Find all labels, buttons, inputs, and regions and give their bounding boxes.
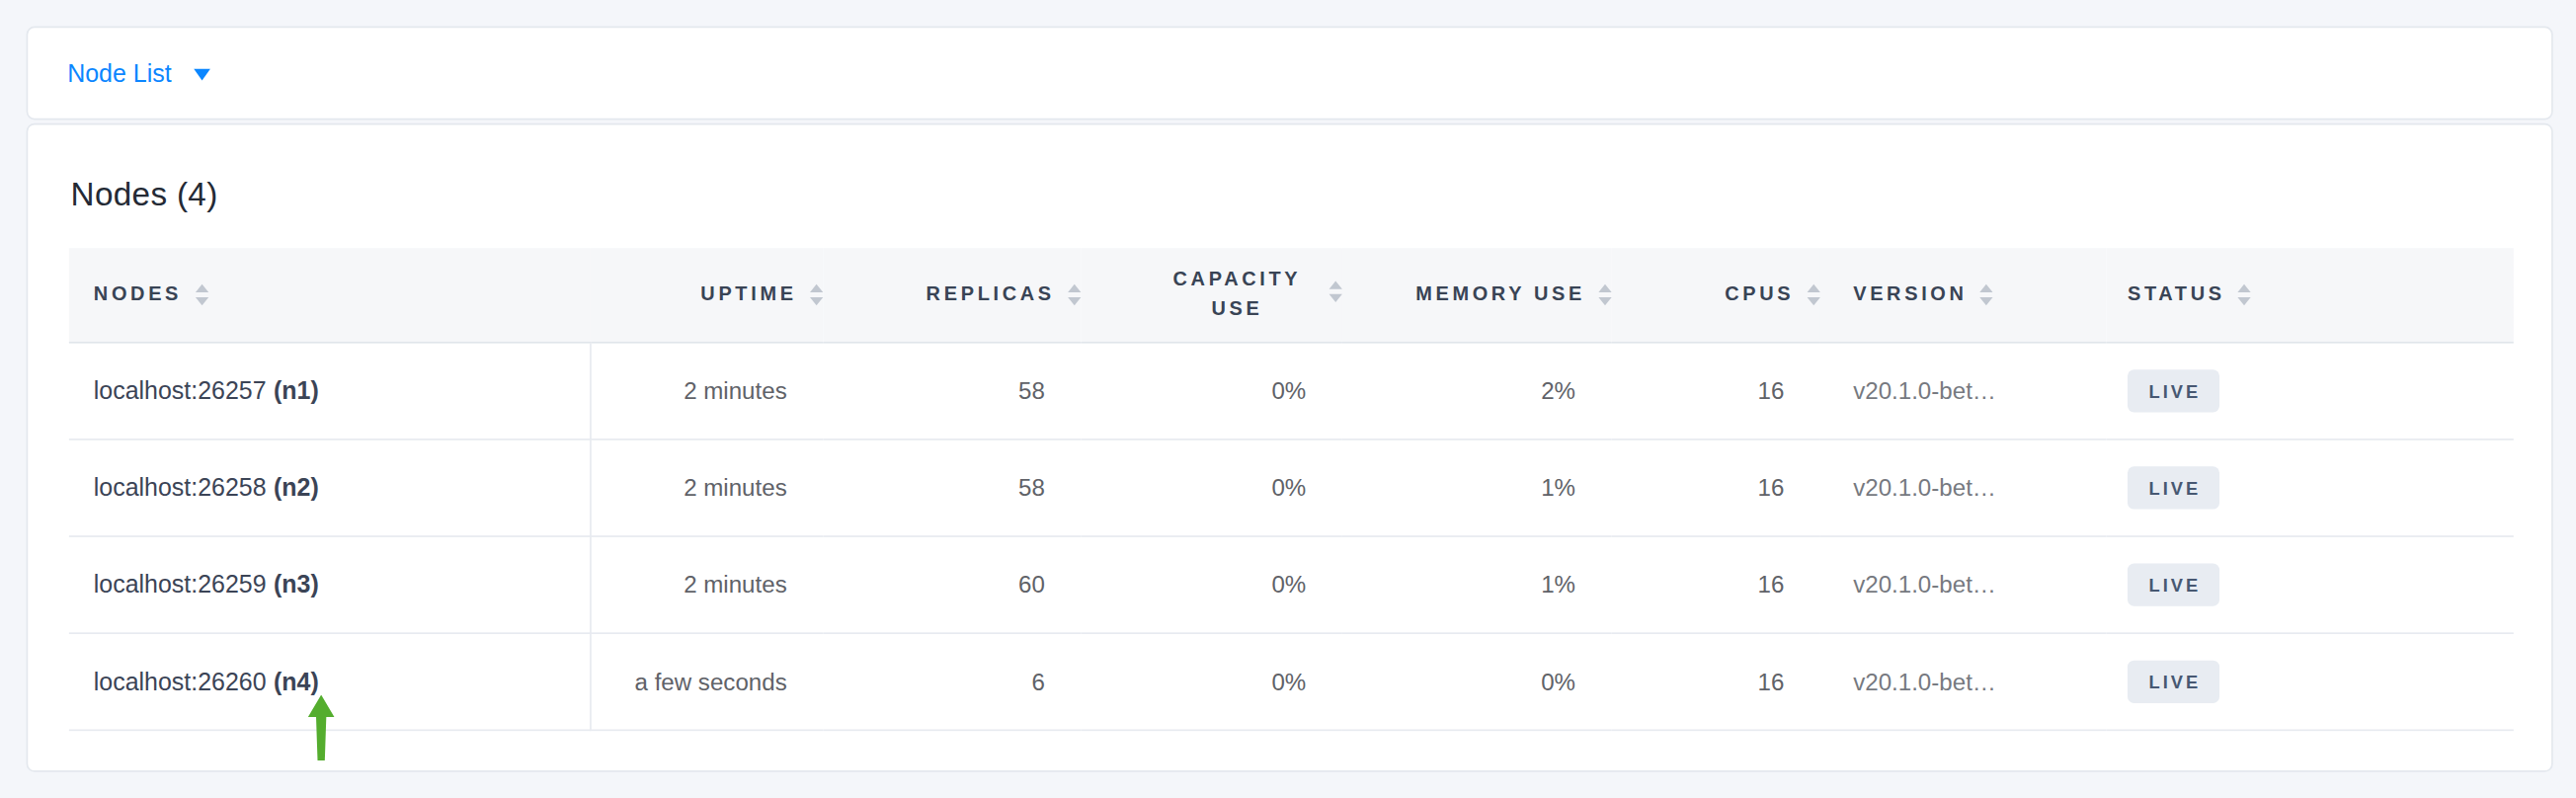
table-row: localhost:26260 (n4) a few seconds 6 0% …: [69, 632, 2514, 729]
status-cell: LIVE: [2106, 439, 2513, 535]
table-row: localhost:26258 (n2) 2 minutes 58 0% 1% …: [69, 439, 2514, 535]
column-header-capacity-use[interactable]: CAPACITY USE: [1081, 248, 1341, 342]
cpus-cell: 16: [1612, 439, 1820, 535]
capacity-use-cell: 0%: [1081, 342, 1341, 439]
uptime-cell: 2 minutes: [590, 439, 823, 535]
column-header-nodes[interactable]: NODES: [69, 248, 590, 342]
node-cell: localhost:26258 (n2): [69, 439, 590, 535]
memory-use-cell: 2%: [1342, 342, 1612, 439]
status-badge: LIVE: [2128, 368, 2219, 411]
status-cell: LIVE: [2106, 342, 2513, 439]
nodes-count-title: Nodes (4): [71, 176, 218, 213]
version-cell: v20.1.0-bet…: [1820, 535, 2106, 632]
page: { "toolbar": { "dropdown_label": "Node L…: [0, 0, 2576, 798]
column-label: CPUS: [1725, 279, 1794, 310]
column-label: CAPACITY USE: [1159, 264, 1317, 325]
uptime-cell: 2 minutes: [590, 342, 823, 439]
node-address[interactable]: localhost:26257: [94, 375, 267, 403]
version-cell: v20.1.0-bet…: [1820, 632, 2106, 729]
node-address[interactable]: localhost:26258: [94, 472, 267, 500]
cpus-cell: 16: [1612, 342, 1820, 439]
node-list-dropdown[interactable]: Node List: [67, 59, 210, 87]
replicas-cell: 60: [823, 535, 1081, 632]
node-address[interactable]: localhost:26260: [94, 666, 267, 693]
column-header-uptime[interactable]: UPTIME: [590, 248, 823, 342]
status-cell: LIVE: [2106, 535, 2513, 632]
node-cell: localhost:26259 (n3): [69, 535, 590, 632]
uptime-cell: a few seconds: [590, 632, 823, 729]
table-header-row: NODES UPTIME REPLICAS CAPACITY USE MEMOR…: [69, 248, 2514, 342]
uptime-cell: 2 minutes: [590, 535, 823, 632]
chevron-down-icon: [195, 69, 211, 81]
sort-icon: [1329, 280, 1342, 302]
replicas-cell: 6: [823, 632, 1081, 729]
nodes-table: NODES UPTIME REPLICAS CAPACITY USE MEMOR…: [69, 248, 2514, 730]
column-label: MEMORY USE: [1415, 279, 1585, 310]
memory-use-cell: 1%: [1342, 535, 1612, 632]
column-label: VERSION: [1853, 279, 1967, 310]
view-selector-card: Node List: [27, 27, 2553, 120]
status-badge: LIVE: [2128, 466, 2219, 509]
status-badge: LIVE: [2128, 660, 2219, 702]
dropdown-label: Node List: [67, 59, 171, 87]
pointer-arrow-icon: [307, 695, 335, 761]
node-cell: localhost:26257 (n1): [69, 342, 590, 439]
sort-icon: [810, 283, 823, 305]
table-row: localhost:26257 (n1) 2 minutes 58 0% 2% …: [69, 342, 2514, 439]
node-id: (n4): [274, 666, 319, 693]
status-badge: LIVE: [2128, 563, 2219, 605]
column-header-cpus[interactable]: CPUS: [1612, 248, 1820, 342]
sort-icon: [195, 283, 207, 305]
sort-icon: [1068, 283, 1081, 305]
column-label: REPLICAS: [926, 279, 1055, 310]
node-id: (n3): [274, 569, 319, 597]
cpus-cell: 16: [1612, 632, 1820, 729]
replicas-cell: 58: [823, 439, 1081, 535]
cpus-cell: 16: [1612, 535, 1820, 632]
capacity-use-cell: 0%: [1081, 632, 1341, 729]
memory-use-cell: 0%: [1342, 632, 1612, 729]
column-header-status[interactable]: STATUS: [2106, 248, 2513, 342]
column-label: NODES: [94, 279, 182, 310]
capacity-use-cell: 0%: [1081, 535, 1341, 632]
column-header-replicas[interactable]: REPLICAS: [823, 248, 1081, 342]
replicas-cell: 58: [823, 342, 1081, 439]
column-label: STATUS: [2128, 279, 2225, 310]
status-cell: LIVE: [2106, 632, 2513, 729]
column-header-version[interactable]: VERSION: [1820, 248, 2106, 342]
version-cell: v20.1.0-bet…: [1820, 439, 2106, 535]
sort-icon: [1980, 283, 1993, 305]
sort-icon: [1598, 283, 1611, 305]
column-label: UPTIME: [700, 279, 796, 310]
memory-use-cell: 1%: [1342, 439, 1612, 535]
node-address[interactable]: localhost:26259: [94, 569, 267, 597]
column-header-memory-use[interactable]: MEMORY USE: [1342, 248, 1612, 342]
sort-icon: [1808, 283, 1820, 305]
node-id: (n2): [274, 472, 319, 500]
sort-icon: [2238, 283, 2251, 305]
node-id: (n1): [274, 375, 319, 403]
version-cell: v20.1.0-bet…: [1820, 342, 2106, 439]
table-row: localhost:26259 (n3) 2 minutes 60 0% 1% …: [69, 535, 2514, 632]
nodes-card: Nodes (4) NODES UPTIME REPLICAS: [27, 123, 2553, 772]
capacity-use-cell: 0%: [1081, 439, 1341, 535]
